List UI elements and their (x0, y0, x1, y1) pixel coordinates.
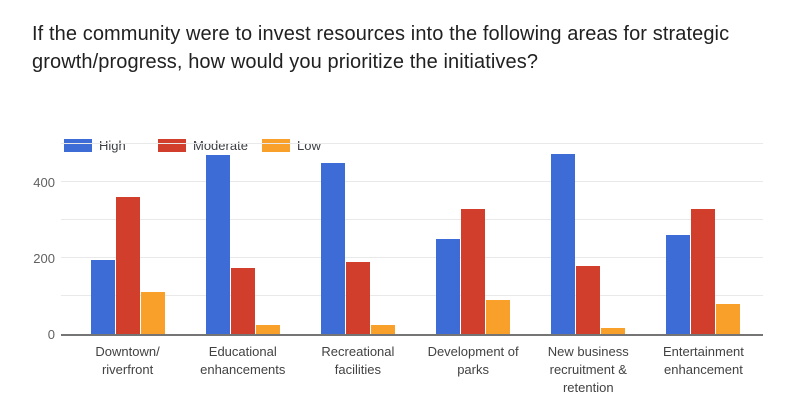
bar-low-development-of-parks[interactable] (486, 299, 511, 334)
x-axis-label-educational-enhancements: Educational enhancements (200, 344, 286, 377)
x-axis-label-entertainment-enhancement: Entertainment enhancement (662, 344, 744, 377)
chart-legend: High Moderate Low (64, 138, 321, 153)
y-tick-label-0: 0 (47, 327, 55, 342)
bar-moderate-recreational-facilities[interactable] (345, 261, 370, 334)
x-axis-label-new-business-recruitment-retention: New business recruitment & retention (547, 344, 629, 395)
bar-low-downtown-riverfront[interactable] (140, 292, 165, 334)
bar-high-entertainment-enhancement[interactable] (666, 235, 691, 334)
legend-item-high: High (64, 138, 158, 153)
gridline-500 (61, 143, 763, 144)
bar-moderate-educational-enhancements[interactable] (230, 267, 255, 334)
bar-high-development-of-parks[interactable] (436, 239, 461, 334)
gridline-400 (61, 181, 763, 182)
legend-label: Moderate (193, 137, 248, 153)
y-tick-label-200: 200 (33, 251, 55, 266)
legend-label: Low (297, 137, 321, 153)
chart-title: If the community were to invest resource… (32, 23, 730, 73)
x-axis-label-development-of-parks: Development of parks (427, 344, 519, 377)
gridline-100 (61, 295, 763, 296)
bar-group-downtown-riverfront (70, 144, 185, 334)
plot-area (61, 143, 763, 336)
legend-swatch-high (64, 138, 92, 152)
bar-group-development-of-parks (416, 144, 531, 334)
bar-moderate-development-of-parks[interactable] (461, 208, 486, 334)
bar-high-downtown-riverfront[interactable] (90, 259, 115, 334)
legend-item-low: Low (262, 138, 321, 153)
legend-swatch-moderate (158, 138, 186, 152)
bar-moderate-downtown-riverfront[interactable] (115, 197, 140, 334)
bar-high-new-business-recruitment-retention[interactable] (551, 153, 576, 334)
bar-low-educational-enhancements[interactable] (255, 324, 280, 334)
bar-low-new-business-recruitment-retention[interactable] (601, 328, 626, 334)
bar-group-entertainment-enhancement (646, 144, 761, 334)
bar-moderate-new-business-recruitment-retention[interactable] (576, 265, 601, 334)
gridline-300 (61, 219, 763, 220)
x-axis-label-downtown-riverfront: Downtown/ riverfront (95, 344, 160, 377)
legend-label: High (99, 137, 126, 153)
bar-group-new-business-recruitment-retention (531, 144, 646, 334)
bar-low-recreational-facilities[interactable] (370, 324, 395, 334)
bar-moderate-entertainment-enhancement[interactable] (691, 208, 716, 334)
y-axis: 0 200 400 (0, 144, 55, 342)
y-tick-label-400: 400 (33, 175, 55, 190)
legend-swatch-low (262, 138, 290, 152)
bar-high-educational-enhancements[interactable] (205, 155, 230, 334)
legend-item-moderate: Moderate (158, 138, 262, 153)
gridline-200 (61, 257, 763, 258)
x-axis-labels: Downtown/ riverfront Educational enhancem… (70, 343, 761, 397)
x-axis-label-recreational-facilities: Recreational facilities (321, 344, 395, 377)
bar-low-entertainment-enhancement[interactable] (716, 303, 741, 334)
bar-group-educational-enhancements (185, 144, 300, 334)
bars-row (70, 144, 761, 334)
bar-high-recreational-facilities[interactable] (320, 163, 345, 334)
bar-group-recreational-facilities (300, 144, 415, 334)
